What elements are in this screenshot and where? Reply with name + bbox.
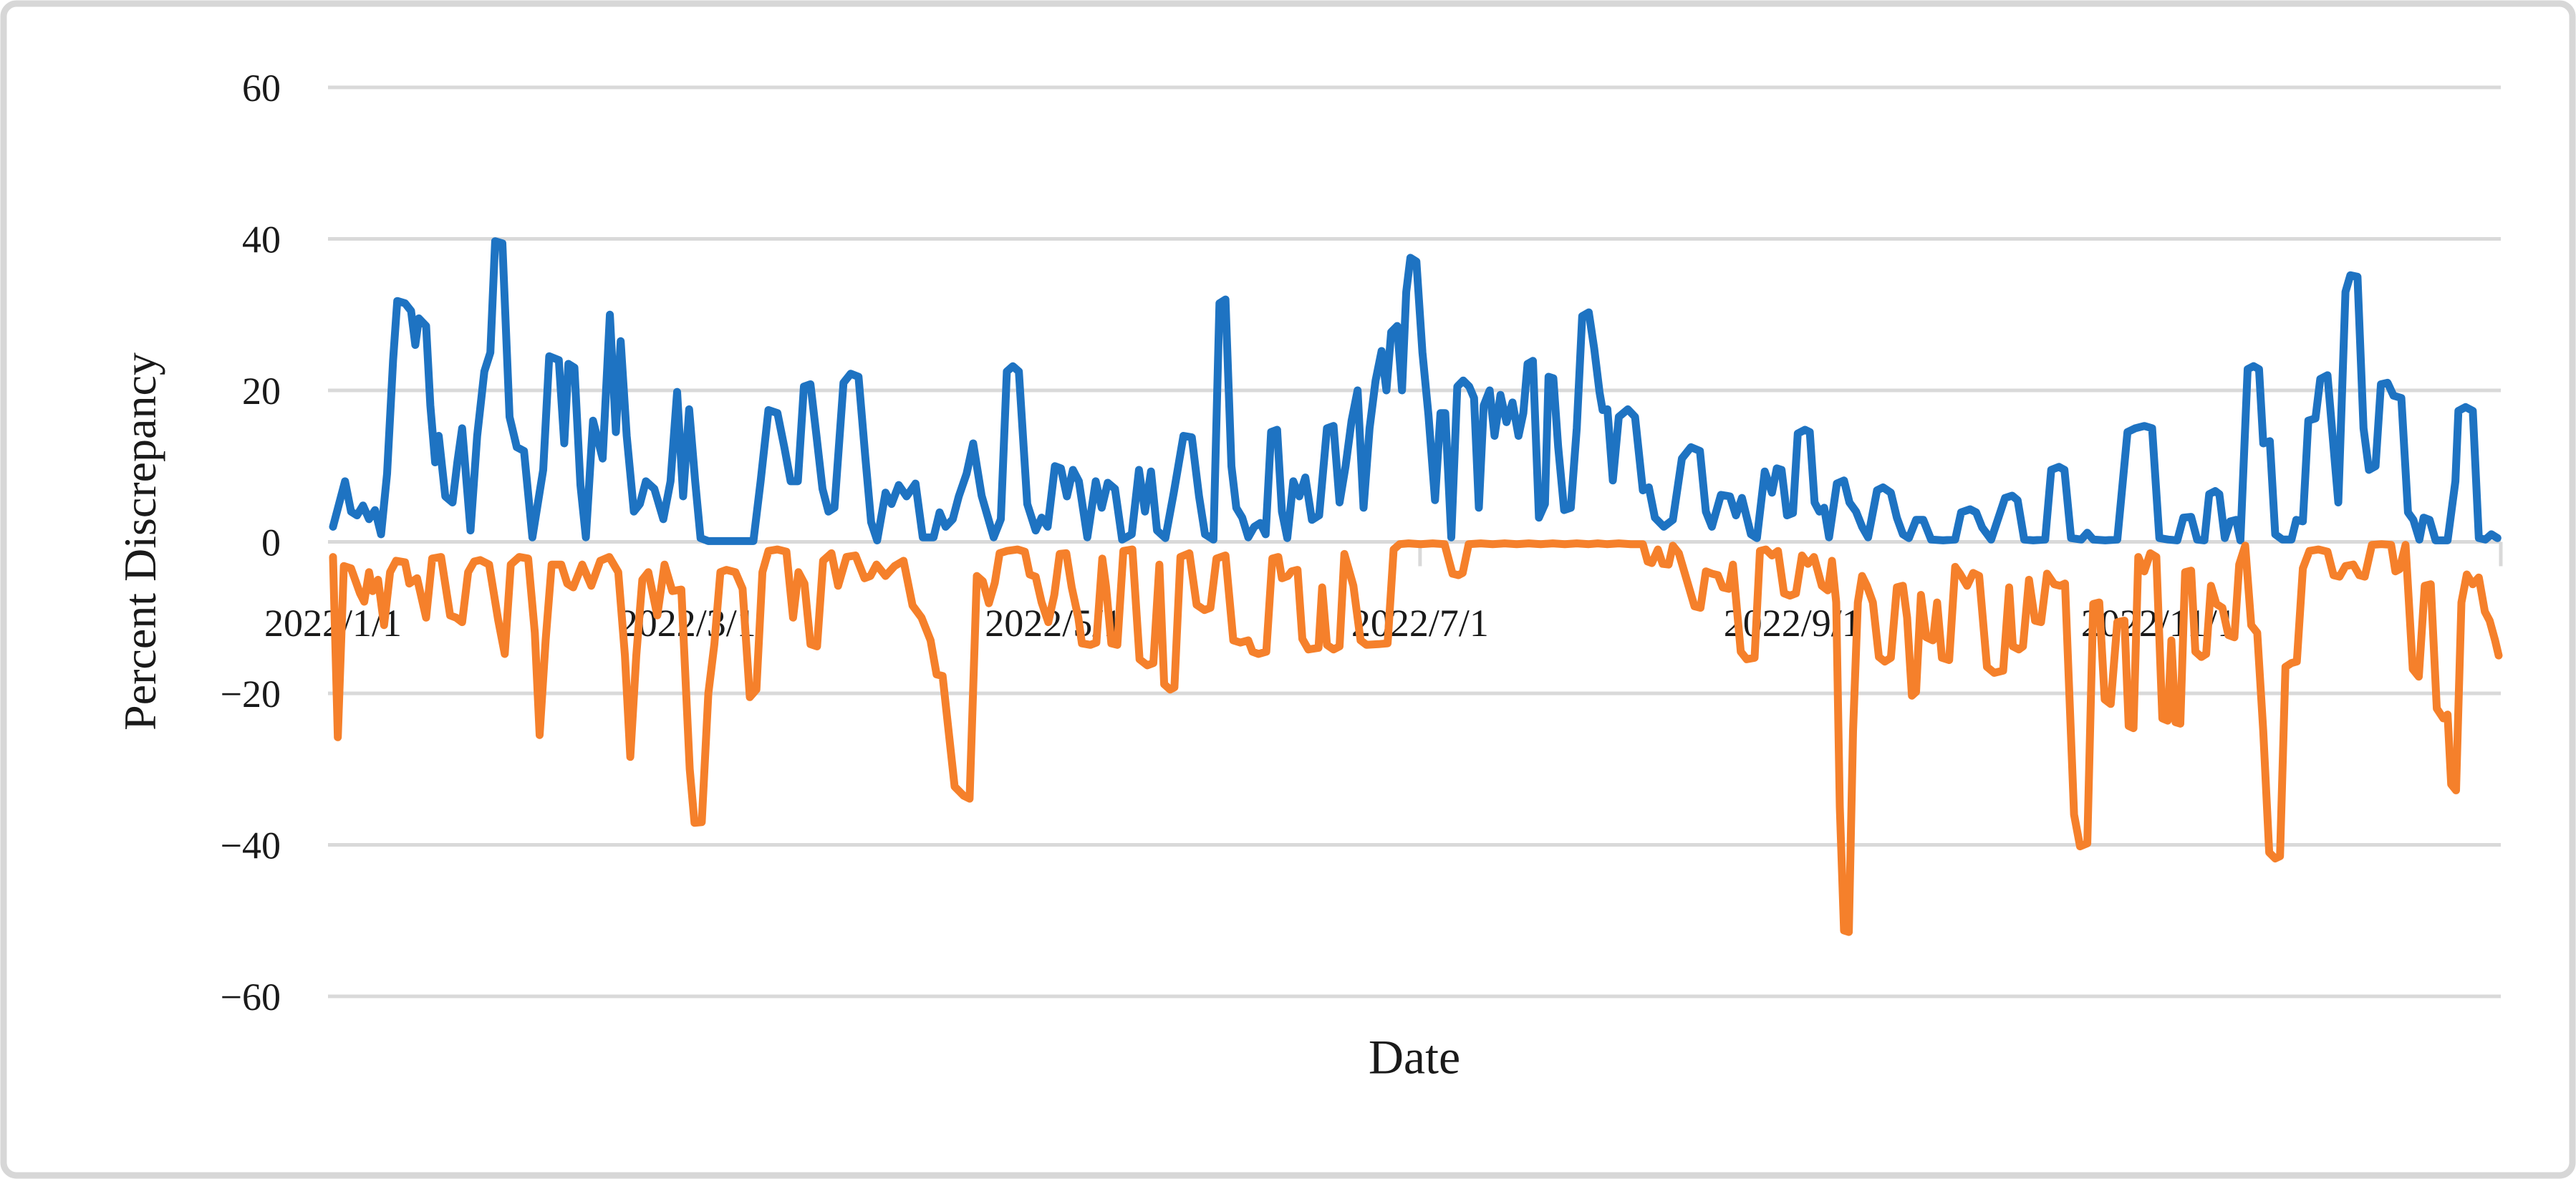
- series-line-blue: [329, 237, 2502, 545]
- y-tick-label: −60: [221, 976, 281, 1019]
- y-axis-title: Percent Discrepancy: [115, 352, 165, 731]
- y-tick-label: 40: [242, 218, 281, 261]
- x-axis-title: Date: [1368, 1029, 1461, 1084]
- y-tick-label: −40: [221, 824, 281, 867]
- y-tick-label: 60: [242, 67, 281, 110]
- y-tick-label: 20: [242, 370, 281, 413]
- y-tick-label: 0: [261, 521, 281, 564]
- y-tick-label: −20: [221, 673, 281, 716]
- x-tick-label: 2022/7/1: [1351, 602, 1489, 645]
- series-line-orange: [329, 539, 2503, 936]
